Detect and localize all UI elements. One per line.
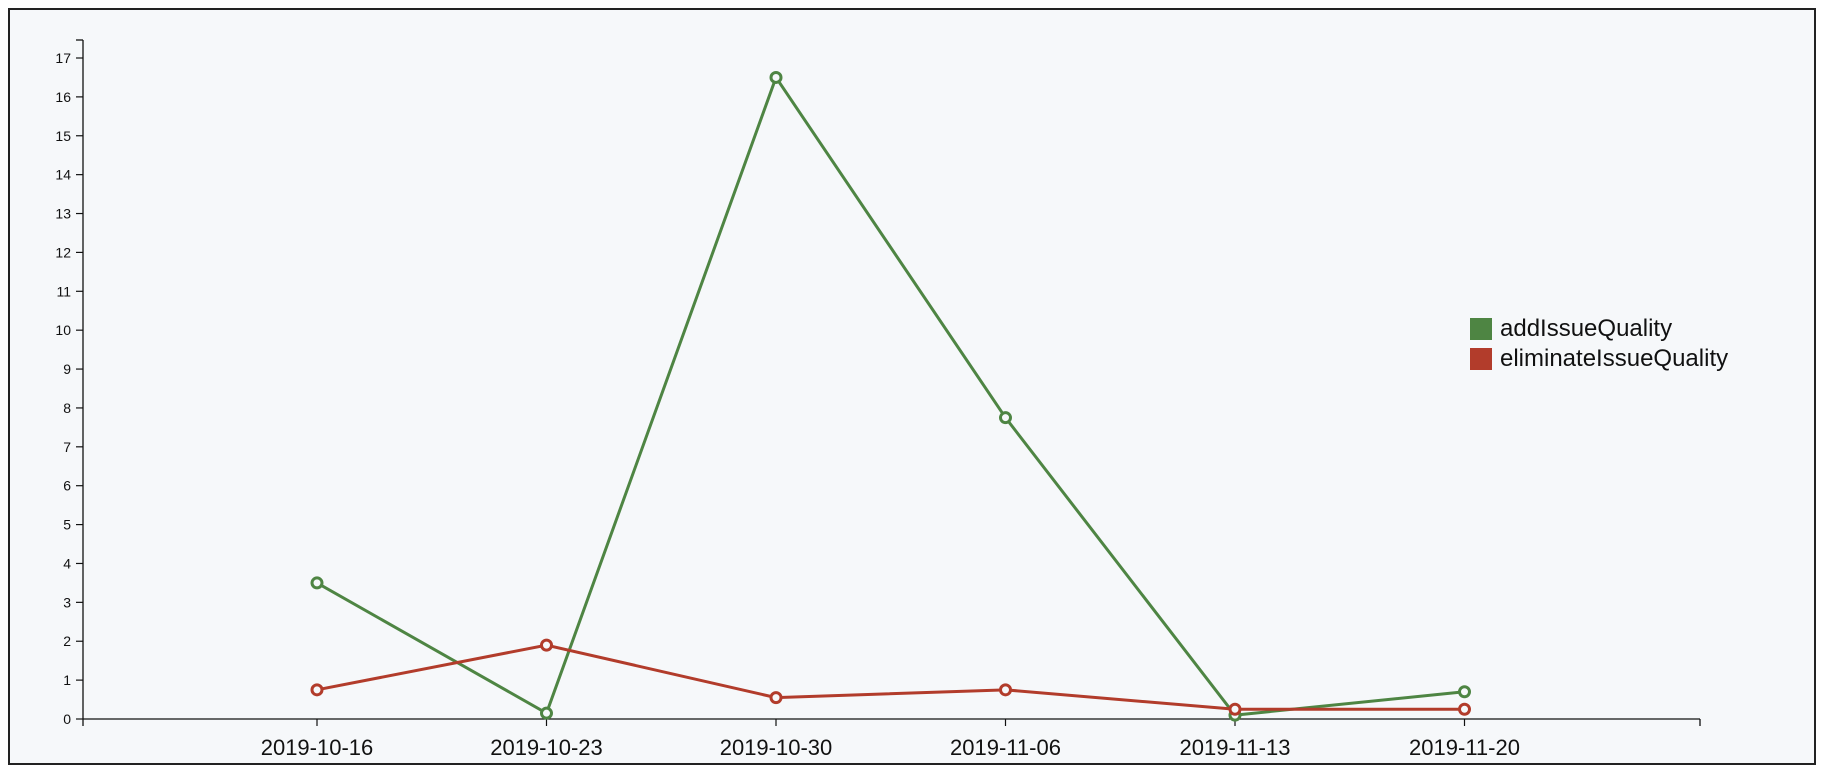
- y-tick-label: 15: [55, 128, 71, 144]
- y-tick-label: 8: [63, 400, 71, 416]
- data-point-addIssueQuality: [1458, 685, 1471, 699]
- y-tick-label: 11: [56, 283, 71, 299]
- legend: addIssueQuality eliminateIssueQuality: [1470, 315, 1728, 372]
- y-tick-label: 5: [63, 517, 71, 533]
- legend-swatch: [1470, 348, 1492, 370]
- y-tick-label: 7: [63, 439, 71, 455]
- series-line-eliminateIssueQuality: [316, 643, 1465, 711]
- y-tick-label: 12: [55, 244, 71, 260]
- data-point-addIssueQuality: [999, 411, 1012, 425]
- legend-label: eliminateIssueQuality: [1500, 345, 1728, 372]
- chart-frame: [8, 8, 1816, 765]
- data-point-addIssueQuality: [540, 706, 553, 720]
- legend-label: addIssueQuality: [1500, 315, 1672, 342]
- series-lines: [316, 74, 1465, 717]
- data-point-eliminateIssueQuality: [769, 691, 783, 705]
- data-point-eliminateIssueQuality: [310, 683, 324, 697]
- y-tick-label: 0: [63, 711, 71, 727]
- data-point-eliminateIssueQuality: [1228, 702, 1242, 716]
- legend-swatch: [1470, 318, 1492, 340]
- y-tick-label: 9: [63, 361, 71, 377]
- y-tick-label: 16: [55, 89, 71, 105]
- x-tick-label: 2019-11-20: [1409, 735, 1520, 760]
- x-tick-label: 2019-11-13: [1180, 735, 1291, 760]
- data-point-addIssueQuality: [310, 576, 324, 590]
- x-tick-label: 2019-10-16: [261, 735, 374, 760]
- series-line-addIssueQuality: [316, 74, 1465, 717]
- y-tick-label: 17: [55, 50, 71, 66]
- y-tick-label: 1: [63, 672, 71, 688]
- data-point-eliminateIssueQuality: [999, 683, 1012, 697]
- x-tick-label: 2019-11-06: [950, 735, 1061, 760]
- y-tick-label: 14: [55, 167, 71, 183]
- y-tick-label: 6: [63, 478, 71, 494]
- y-tick-label: 13: [55, 206, 71, 222]
- series-points: [310, 70, 1471, 722]
- y-tick-label: 3: [63, 594, 71, 610]
- x-tick-label: 2019-10-30: [720, 735, 833, 760]
- data-point-eliminateIssueQuality: [540, 638, 553, 652]
- data-point-addIssueQuality: [769, 70, 783, 84]
- x-tick-label: 2019-10-23: [490, 735, 603, 760]
- y-tick-label: 4: [63, 555, 71, 571]
- y-tick-label: 2: [63, 633, 71, 649]
- data-point-eliminateIssueQuality: [1458, 702, 1471, 716]
- y-tick-label: 10: [55, 322, 71, 338]
